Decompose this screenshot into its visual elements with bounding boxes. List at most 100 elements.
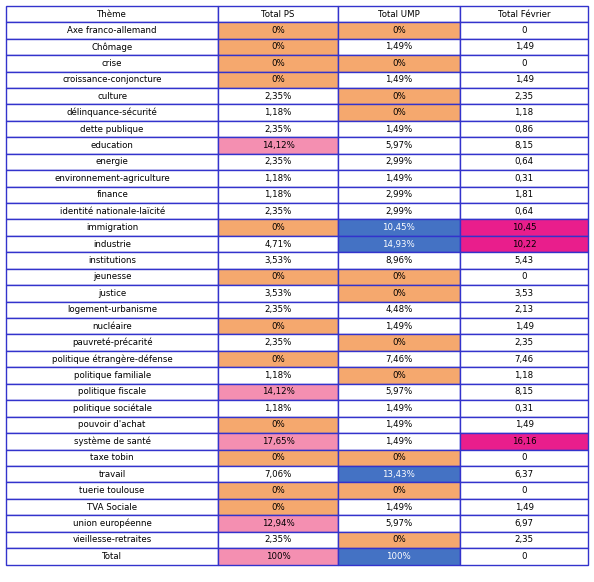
Bar xyxy=(460,384,588,400)
Text: pouvoir d'achat: pouvoir d'achat xyxy=(78,420,146,430)
Bar xyxy=(338,121,460,137)
Bar xyxy=(460,351,588,367)
Text: Total: Total xyxy=(102,552,122,561)
Text: 12,94%: 12,94% xyxy=(262,519,295,528)
Text: Total Février: Total Février xyxy=(498,9,550,19)
Text: 0%: 0% xyxy=(271,420,285,430)
Bar xyxy=(219,301,338,318)
Text: environnement-agriculture: environnement-agriculture xyxy=(54,174,170,183)
Bar xyxy=(6,203,219,219)
Text: 0%: 0% xyxy=(271,502,285,512)
Bar xyxy=(460,121,588,137)
Bar xyxy=(460,236,588,253)
Text: 1,18%: 1,18% xyxy=(264,404,292,413)
Bar xyxy=(6,285,219,301)
Text: 0: 0 xyxy=(522,552,527,561)
Text: 14,12%: 14,12% xyxy=(261,141,295,150)
Bar xyxy=(338,351,460,367)
Bar xyxy=(338,532,460,548)
Bar xyxy=(460,318,588,335)
Bar xyxy=(6,104,219,121)
Bar xyxy=(460,219,588,236)
Text: 7,46%: 7,46% xyxy=(385,354,413,364)
Text: 3,53%: 3,53% xyxy=(264,256,292,265)
Text: 0%: 0% xyxy=(271,354,285,364)
Text: 1,49: 1,49 xyxy=(514,42,533,51)
Bar xyxy=(6,72,219,88)
Bar xyxy=(219,548,338,565)
Bar xyxy=(338,170,460,187)
Text: 1,18%: 1,18% xyxy=(264,174,292,183)
Bar xyxy=(338,335,460,351)
Bar xyxy=(6,253,219,269)
Text: industrie: industrie xyxy=(93,240,131,249)
Text: 5,97%: 5,97% xyxy=(386,519,412,528)
Text: 2,13: 2,13 xyxy=(514,306,533,314)
Text: 0: 0 xyxy=(522,26,527,35)
Bar xyxy=(460,301,588,318)
Text: 0: 0 xyxy=(522,486,527,495)
Bar xyxy=(338,417,460,433)
Text: 7,06%: 7,06% xyxy=(264,470,292,478)
Text: 1,18%: 1,18% xyxy=(264,371,292,380)
Text: délinquance-sécurité: délinquance-sécurité xyxy=(67,108,157,118)
Text: Total PS: Total PS xyxy=(261,9,295,19)
Text: 1,49%: 1,49% xyxy=(386,75,412,84)
Bar xyxy=(6,187,219,203)
Text: 1,49%: 1,49% xyxy=(386,404,412,413)
Bar xyxy=(338,384,460,400)
Text: 2,35: 2,35 xyxy=(514,338,533,347)
Bar xyxy=(219,417,338,433)
Bar xyxy=(6,335,219,351)
Text: crise: crise xyxy=(102,59,122,68)
Text: 16,16: 16,16 xyxy=(511,437,536,446)
Text: 1,49%: 1,49% xyxy=(386,42,412,51)
Text: 1,81: 1,81 xyxy=(514,190,533,199)
Text: 0%: 0% xyxy=(392,26,406,35)
Text: 4,71%: 4,71% xyxy=(264,240,292,249)
Bar xyxy=(219,121,338,137)
Bar xyxy=(219,532,338,548)
Bar xyxy=(6,219,219,236)
Bar xyxy=(338,137,460,154)
Text: 5,97%: 5,97% xyxy=(386,388,412,396)
Text: 0,31: 0,31 xyxy=(514,174,533,183)
Text: 1,49: 1,49 xyxy=(514,322,533,331)
Bar xyxy=(6,499,219,515)
Text: 100%: 100% xyxy=(387,552,411,561)
Bar xyxy=(219,367,338,384)
Bar xyxy=(338,466,460,482)
Text: TVA Sociale: TVA Sociale xyxy=(87,502,137,512)
Text: 7,46: 7,46 xyxy=(514,354,533,364)
Text: 0%: 0% xyxy=(392,289,406,298)
Text: Axe franco-allemand: Axe franco-allemand xyxy=(68,26,157,35)
Bar xyxy=(6,449,219,466)
Bar xyxy=(219,219,338,236)
Bar xyxy=(219,499,338,515)
Bar xyxy=(6,301,219,318)
Text: 0%: 0% xyxy=(271,322,285,331)
Text: 0,86: 0,86 xyxy=(514,125,533,133)
Bar xyxy=(6,121,219,137)
Bar xyxy=(460,104,588,121)
Text: 0%: 0% xyxy=(271,486,285,495)
Bar xyxy=(338,154,460,170)
Bar xyxy=(219,38,338,55)
Bar xyxy=(460,499,588,515)
Bar xyxy=(460,548,588,565)
Bar xyxy=(6,532,219,548)
Text: energie: energie xyxy=(96,158,129,166)
Text: 0%: 0% xyxy=(392,453,406,462)
Text: 4,48%: 4,48% xyxy=(385,306,413,314)
Bar xyxy=(460,203,588,219)
Bar xyxy=(6,22,219,38)
Bar xyxy=(338,88,460,104)
Text: 1,18: 1,18 xyxy=(514,371,533,380)
Text: 6,97: 6,97 xyxy=(514,519,533,528)
Text: 2,35%: 2,35% xyxy=(264,535,292,544)
Bar xyxy=(338,548,460,565)
Text: 0%: 0% xyxy=(271,453,285,462)
Bar xyxy=(6,55,219,72)
Bar xyxy=(338,38,460,55)
Text: 10,45: 10,45 xyxy=(511,223,536,232)
